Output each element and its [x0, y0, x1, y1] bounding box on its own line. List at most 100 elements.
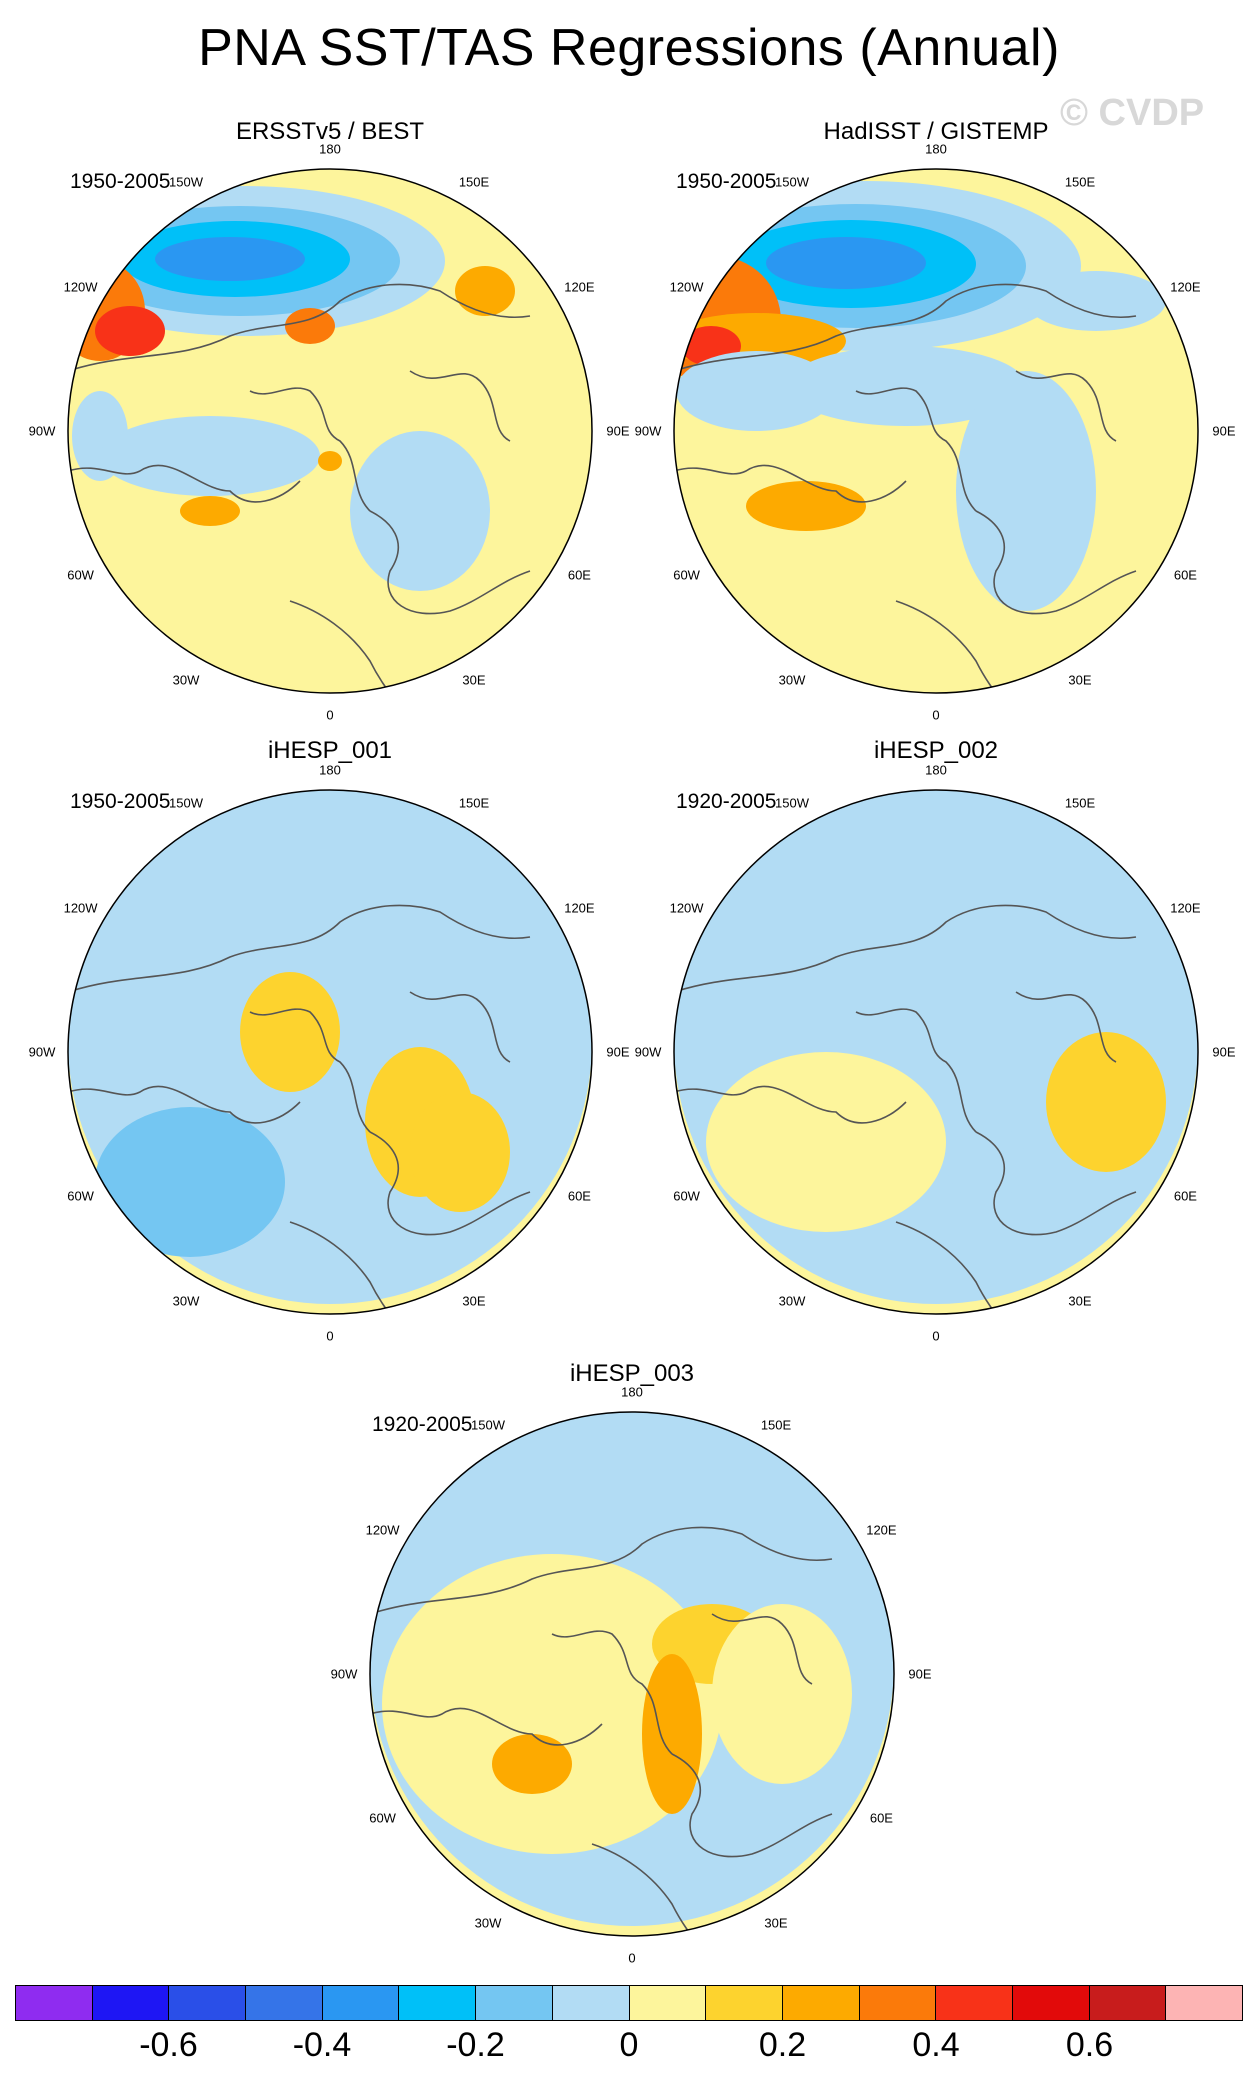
longitude-label: 60W: [673, 567, 700, 583]
longitude-label: 60E: [869, 1810, 893, 1826]
longitude-label: 120E: [866, 1522, 897, 1538]
longitude-label: 90W: [28, 423, 56, 439]
longitude-label: 0: [932, 707, 940, 723]
longitude-label: 150E: [1064, 795, 1096, 811]
longitude-label: 150E: [458, 795, 490, 811]
map-border: [673, 168, 1199, 694]
longitude-label: 120E: [1170, 279, 1201, 295]
coastline: [68, 1085, 301, 1124]
colorbar-box: [16, 1986, 93, 2020]
coastline: [975, 510, 1137, 615]
coastline: [68, 464, 301, 503]
longitude-label: 150W: [169, 174, 203, 190]
longitude-label: 30W: [778, 672, 806, 688]
longitude-label: 60W: [673, 1188, 700, 1204]
longitude-label: 0: [326, 1328, 334, 1344]
anomaly-region: [100, 416, 320, 496]
colorbar-box: [552, 1986, 630, 2020]
panel-title: HadISST / GISTEMP: [823, 118, 1049, 145]
longitude-label: 30W: [778, 1293, 806, 1309]
longitude-label: 90W: [634, 1044, 662, 1060]
colorbar-box: [399, 1986, 477, 2020]
longitude-label: 90W: [634, 423, 662, 439]
anomaly-region: [455, 266, 515, 316]
colorbar-box: [1089, 1986, 1167, 2020]
anomaly-region: [786, 346, 1026, 426]
longitude-label: 90W: [330, 1666, 358, 1682]
coastline: [68, 904, 531, 993]
anomaly-region: [492, 1734, 572, 1794]
longitude-label: 150W: [471, 1417, 505, 1433]
colorbar-label: 0.2: [758, 2026, 807, 2064]
colorbar-box: [246, 1986, 323, 2020]
map-border: [67, 789, 593, 1315]
anomaly-region: [1026, 271, 1166, 331]
panel-title: iHESP_001: [267, 737, 393, 764]
colorbar-label: 0: [619, 2026, 639, 2064]
longitude-label: 0: [628, 1950, 636, 1966]
coastline: [674, 904, 1137, 993]
coastline: [975, 1131, 1137, 1236]
anomaly-region: [180, 496, 240, 526]
longitude-label: 30E: [1068, 672, 1092, 688]
anomaly-region: [95, 1107, 285, 1257]
longitude-label: 150E: [1064, 174, 1096, 190]
coastline: [369, 510, 531, 615]
coastline: [409, 991, 511, 1063]
colorbar-box: [936, 1986, 1013, 2020]
coastline: [1015, 991, 1117, 1063]
coastline: [855, 387, 977, 512]
colorbar-box: [476, 1986, 553, 2020]
anomaly-region: [956, 371, 1096, 611]
coastline: [68, 283, 531, 372]
anomaly-region: [766, 237, 926, 289]
polar-map: [369, 1411, 895, 1937]
coastline: [551, 1630, 673, 1755]
longitude-label: 90W: [28, 1044, 56, 1060]
longitude-label: 150W: [775, 795, 809, 811]
cvdp-watermark: © CVDP: [1060, 92, 1205, 134]
longitude-label: 60E: [1173, 567, 1197, 583]
longitude-label: 120E: [564, 279, 595, 295]
colorbar-label: 0.6: [1065, 2026, 1114, 2064]
longitude-label: 180: [621, 1384, 643, 1400]
anomaly-region: [1046, 1032, 1166, 1172]
panel-title: iHESP_002: [873, 737, 999, 764]
colorbar-label: -0.2: [446, 2026, 505, 2064]
longitude-label: 30E: [462, 672, 486, 688]
coastline: [671, 1753, 833, 1858]
colorbar-box: [92, 1986, 170, 2020]
anomaly-region: [746, 481, 866, 531]
longitude-label: 60W: [67, 1188, 94, 1204]
colorbar-label: -0.6: [139, 2026, 198, 2064]
coastline: [855, 1008, 977, 1133]
colorbar-box: [169, 1986, 247, 2020]
colorbar-label: 0.4: [912, 2026, 960, 2064]
panel-period: 1950-2005: [676, 170, 777, 193]
longitude-label: 30E: [462, 1293, 486, 1309]
longitude-label: 0: [932, 1328, 940, 1344]
longitude-label: 180: [925, 141, 947, 157]
coastline: [674, 464, 907, 503]
colorbar-box: [782, 1986, 860, 2020]
polar-map: [673, 789, 1199, 1315]
polar-map: [673, 168, 1199, 694]
longitude-label: 150W: [775, 174, 809, 190]
anomaly-region: [736, 1062, 856, 1122]
map-border: [369, 1411, 895, 1937]
map-border: [67, 168, 593, 694]
anomaly-region: [410, 1092, 510, 1212]
coastline: [674, 283, 1137, 372]
colorbar-box: [629, 1986, 707, 2020]
anomaly-region: [240, 972, 340, 1092]
coastline: [1015, 370, 1117, 442]
anomaly-region: [712, 1604, 852, 1784]
panel-title: iHESP_003: [569, 1360, 695, 1387]
figure-title: PNA SST/TAS Regressions (Annual): [198, 19, 1060, 77]
panel-title: ERSSTv5 / BEST: [235, 118, 425, 145]
longitude-label: 60W: [67, 567, 94, 583]
longitude-label: 120E: [1170, 900, 1201, 916]
longitude-label: 30E: [764, 1915, 788, 1931]
longitude-label: 30W: [474, 1915, 502, 1931]
map-border: [673, 789, 1199, 1315]
